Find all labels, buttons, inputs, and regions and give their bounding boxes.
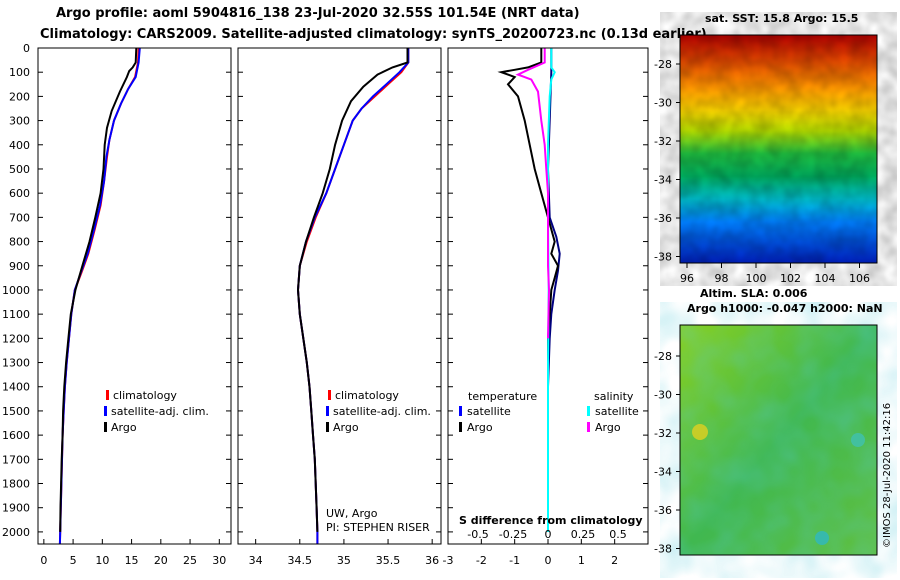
depth-tick-label: 100: [9, 66, 30, 79]
sla-map-title-2: Argo h1000: -0.047 h2000: NaN: [687, 302, 883, 315]
x-tick-label: 10: [95, 554, 109, 567]
temperature-legend: climatology satellite-adj. clim. Argo: [104, 389, 209, 434]
depth-tick-label: 1200: [2, 332, 30, 345]
depth-tick-label: 1100: [2, 308, 30, 321]
depth-tick-label: 500: [9, 163, 30, 176]
sst-map-title: sat. SST: 15.8 Argo: 15.5: [705, 12, 859, 25]
depth-tick-label: 1500: [2, 405, 30, 418]
depth-tick-label: 600: [9, 187, 30, 200]
depth-tick-label: 2000: [2, 526, 30, 539]
x-tick-label: 20: [154, 554, 168, 567]
depth-tick-label: 1900: [2, 502, 30, 515]
legend-swatch-climatology: [106, 390, 109, 400]
temperature-lines: [58, 47, 141, 545]
legend-label-climatology: climatology: [113, 389, 177, 402]
figure-title-line-1: Argo profile: aoml 5904816_138 23-Jul-20…: [56, 6, 580, 21]
series-line-climatology: [58, 47, 140, 545]
series-line-argo: [59, 47, 138, 532]
legend-swatch-satellite-adj: [104, 406, 107, 416]
x-tick-label: 0: [40, 554, 47, 567]
temperature-frame: [37, 47, 232, 545]
depth-tick-label: 300: [9, 115, 30, 128]
x-tick-label: 30: [212, 554, 226, 567]
depth-tick-label: 800: [9, 236, 30, 249]
depth-tick-label: 0: [23, 42, 30, 55]
depth-tick-label: 700: [9, 211, 30, 224]
series-line-satellite-adj-clim-: [58, 47, 141, 545]
depth-tick-label: 1600: [2, 429, 30, 442]
legend-label-argo: Argo: [111, 421, 137, 434]
depth-tick-label: 900: [9, 260, 30, 273]
depth-tick-label: 1700: [2, 453, 30, 466]
legend-swatch-argo: [104, 422, 107, 432]
depth-tick-label: 400: [9, 139, 30, 152]
x-tick-label: 15: [125, 554, 139, 567]
depth-tick-label: 1400: [2, 381, 30, 394]
x-tick-label: 25: [183, 554, 197, 567]
x-tick-label: 5: [70, 554, 77, 567]
depth-tick-label: 1800: [2, 478, 30, 491]
sla-map-title-1: Altim. SLA: 0.006: [700, 287, 808, 300]
depth-tick-label: 1000: [2, 284, 30, 297]
depth-tick-label: 1300: [2, 357, 30, 370]
depth-tick-label: 200: [9, 90, 30, 103]
temperature-axis-ticks: 0100200300400500600700800900100011001200…: [2, 42, 231, 567]
legend-label-satellite-adj: satellite-adj. clim.: [111, 405, 209, 418]
figure-title-line-2: Climatology: CARS2009. Satellite-adjuste…: [40, 27, 707, 42]
